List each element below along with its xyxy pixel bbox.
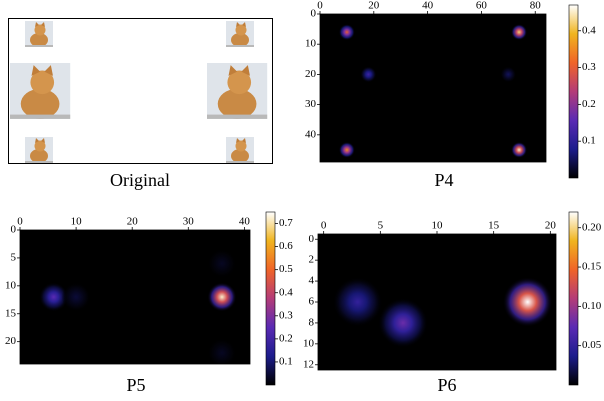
y-tick-label: 8 (309, 316, 315, 328)
y-tick-label: 6 (309, 296, 315, 308)
y-tick-label: 15 (5, 307, 17, 319)
y-tick-label: 30 (305, 98, 317, 110)
heat-spot (207, 249, 236, 278)
heat-spot (339, 24, 355, 40)
colorbar-tick-label: 0.4 (279, 286, 293, 298)
colorbar-tick-label: 0.7 (279, 217, 293, 229)
heat-spot (500, 66, 516, 82)
colorbar-tick-label: 0.4 (582, 24, 596, 36)
colorbar-tick-label: 0.05 (582, 339, 602, 351)
colorbar (569, 5, 578, 178)
y-tick-label: 40 (305, 128, 317, 140)
heat-spot (360, 66, 376, 82)
heat-spot (207, 282, 236, 311)
colorbar-tick-label: 0.1 (582, 135, 596, 147)
colorbar-tick-label: 0.2 (279, 332, 293, 344)
plot-area (320, 14, 546, 162)
x-tick-label: 0 (321, 220, 327, 232)
x-tick-label: 30 (183, 216, 195, 228)
colorbar-tick-label: 0.15 (582, 261, 602, 273)
heat-spot (207, 338, 236, 367)
heat-spot (62, 282, 91, 311)
y-tick-label: 4 (309, 275, 315, 287)
x-tick-label: 20 (127, 216, 139, 228)
colorbar-tick-label: 0.5 (279, 263, 293, 275)
y-tick-label: 5 (11, 251, 17, 263)
colorbar (266, 212, 275, 385)
x-tick-label: 40 (239, 216, 251, 228)
y-tick-label: 0 (311, 8, 317, 20)
y-tick-label: 10 (303, 337, 315, 349)
chart-title: P4 (434, 170, 453, 190)
colorbar-tick-label: 0.20 (582, 221, 602, 233)
colorbar-tick-label: 0.10 (582, 300, 602, 312)
y-tick-label: 12 (303, 358, 314, 370)
x-tick-label: 15 (488, 220, 500, 232)
image-caption: Original (110, 170, 170, 190)
heat-spot (511, 24, 527, 40)
y-tick-label: 10 (5, 279, 17, 291)
chart-title: P6 (437, 375, 456, 395)
colorbar-tick-label: 0.1 (279, 355, 293, 367)
heat-spot (378, 298, 428, 348)
heat-spot (339, 142, 355, 158)
x-tick-label: 10 (432, 220, 444, 232)
original-image (9, 19, 273, 164)
y-tick-label: 0 (309, 233, 315, 245)
colorbar-tick-label: 0.6 (279, 240, 293, 252)
x-tick-label: 40 (422, 0, 434, 12)
colorbar-tick-label: 0.3 (279, 309, 293, 321)
x-tick-label: 20 (368, 0, 380, 12)
heat-spot (333, 277, 383, 327)
y-tick-label: 20 (5, 335, 17, 347)
x-tick-label: 20 (545, 220, 557, 232)
y-tick-label: 0 (11, 224, 17, 236)
colorbar-tick-label: 0.2 (582, 98, 596, 110)
figure: Original 0204060800102030400.10.20.30.4P… (0, 0, 604, 401)
x-tick-label: 5 (378, 220, 384, 232)
y-tick-label: 10 (305, 38, 317, 50)
colorbar (569, 212, 578, 385)
colorbar-tick-label: 0.3 (582, 61, 596, 73)
y-tick-label: 2 (309, 254, 315, 266)
chart-title: P5 (126, 375, 145, 395)
y-tick-label: 20 (305, 68, 317, 80)
x-tick-label: 80 (530, 0, 542, 12)
heat-spot (503, 277, 553, 327)
x-tick-label: 10 (71, 216, 83, 228)
x-tick-label: 0 (317, 0, 323, 12)
x-tick-label: 0 (17, 216, 23, 228)
x-tick-label: 60 (476, 0, 488, 12)
heat-spot (511, 142, 527, 158)
